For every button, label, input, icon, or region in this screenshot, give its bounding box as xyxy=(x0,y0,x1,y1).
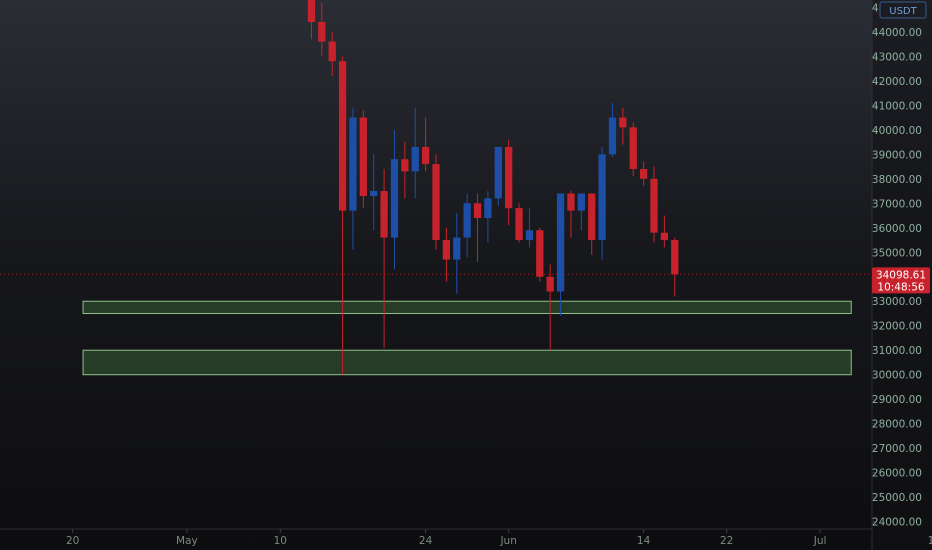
candle-body xyxy=(432,164,440,241)
candle-body xyxy=(307,0,316,23)
candle-body xyxy=(380,191,388,238)
support-zone-2 xyxy=(82,349,852,376)
candle-body xyxy=(463,203,471,238)
current-price-badge: 34098.61 10:48:56 xyxy=(872,267,930,294)
candle-body xyxy=(546,276,554,292)
price-tick-label: 24000.00 xyxy=(872,517,922,529)
candle-body xyxy=(442,240,451,260)
price-tick-label: 39000.00 xyxy=(872,149,922,161)
candle-body xyxy=(411,146,419,172)
candle-body xyxy=(608,117,617,155)
price-tick-label: 40000.00 xyxy=(872,125,922,137)
price-tick-label: 33000.00 xyxy=(872,296,922,308)
time-tick-label: Jun xyxy=(499,535,516,547)
candle-body xyxy=(505,146,513,209)
price-tick-label: 30000.00 xyxy=(872,370,922,382)
candle-body xyxy=(421,146,430,165)
candle-body xyxy=(494,146,502,199)
time-tick-label: 12 xyxy=(928,535,932,547)
candle-body xyxy=(359,117,367,196)
price-tick-label: 26000.00 xyxy=(872,468,922,480)
candle-body xyxy=(598,154,606,241)
candle-body xyxy=(588,193,596,241)
price-tick-label: 36000.00 xyxy=(872,223,922,235)
time-tick-label: 10 xyxy=(274,535,287,547)
price-tick-label: 31000.00 xyxy=(872,345,922,357)
candle-body xyxy=(338,61,347,211)
current-price-value: 34098.61 xyxy=(876,269,926,281)
candle-body xyxy=(328,41,336,62)
price-tick-label: 42000.00 xyxy=(872,76,922,88)
candle-body xyxy=(453,237,461,260)
candle-body xyxy=(650,178,658,233)
candle-body xyxy=(577,193,585,211)
currency-label: USDT xyxy=(889,6,917,17)
price-tick-label: 29000.00 xyxy=(872,394,922,406)
currency-badge-background xyxy=(879,1,927,19)
candle-body xyxy=(484,198,492,218)
candle-body xyxy=(401,159,409,172)
candle-body xyxy=(318,22,326,42)
candle-body xyxy=(473,203,482,218)
time-tick-label: 14 xyxy=(637,535,651,547)
time-tick-label: 20 xyxy=(66,535,79,547)
price-tick-label: 38000.00 xyxy=(872,174,922,186)
support-zones xyxy=(82,300,852,376)
candle-body xyxy=(660,232,669,241)
candle-body xyxy=(536,230,544,277)
price-tick-label: 43000.00 xyxy=(872,51,922,63)
candle-body xyxy=(629,127,637,169)
current-price-badge-background xyxy=(872,267,930,294)
price-tick-label: 41000.00 xyxy=(872,100,922,112)
candle-body xyxy=(525,230,534,241)
candle-body xyxy=(639,168,648,179)
currency-badge: USDT xyxy=(879,1,927,19)
candle-body xyxy=(619,117,627,128)
support-zone-1 xyxy=(82,300,852,314)
price-tick-label: 28000.00 xyxy=(872,419,922,431)
candle-body xyxy=(349,117,357,211)
time-tick-label: Jul xyxy=(813,535,827,547)
price-tick-label: 37000.00 xyxy=(872,198,922,210)
candle-body xyxy=(671,240,679,275)
price-tick-label: 27000.00 xyxy=(872,443,922,455)
price-tick-label: 25000.00 xyxy=(872,492,922,504)
price-tick-label: 32000.00 xyxy=(872,321,922,333)
time-tick-label: 24 xyxy=(419,535,433,547)
candle-body xyxy=(567,193,575,211)
candle-body xyxy=(515,208,523,241)
time-tick-label: May xyxy=(176,535,198,547)
price-tick-label: 35000.00 xyxy=(872,247,922,259)
time-tick-label: 22 xyxy=(720,535,733,547)
price-tick-label: 44000.00 xyxy=(872,27,922,39)
candles xyxy=(307,0,679,375)
candle-body xyxy=(390,159,399,238)
candle-countdown: 10:48:56 xyxy=(877,281,924,293)
candle-body xyxy=(370,191,378,196)
candle-body xyxy=(556,193,565,292)
